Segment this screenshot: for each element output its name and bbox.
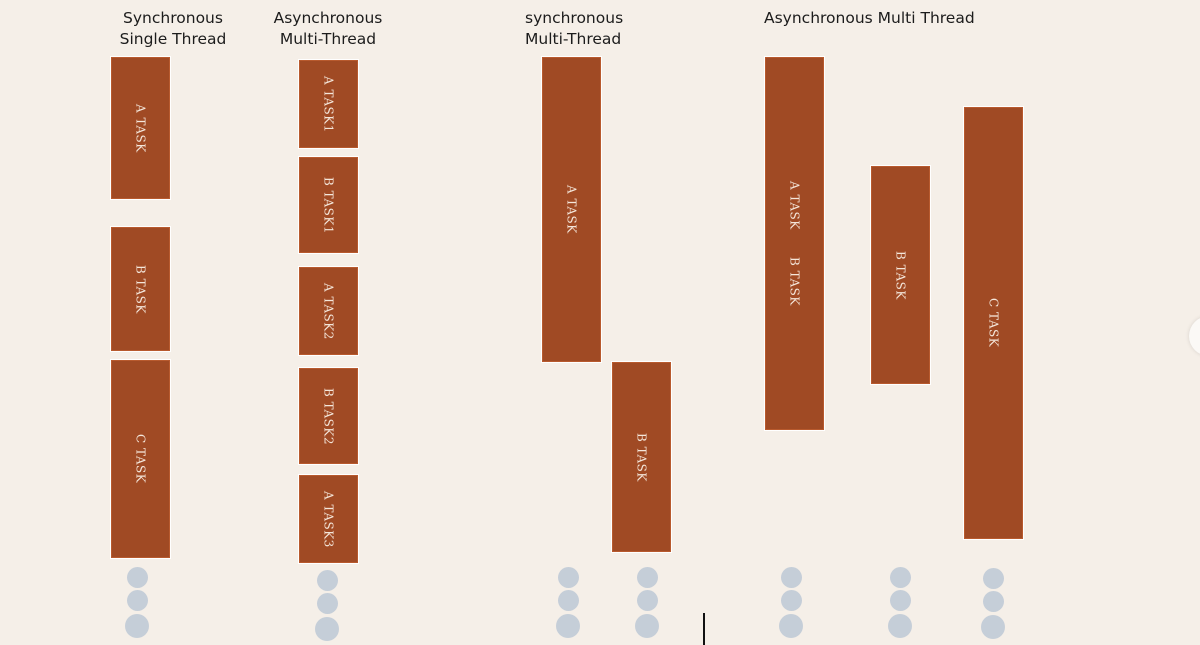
task-block: B TASK	[111, 227, 170, 351]
task-label: A TASK	[564, 185, 579, 234]
task-label: A TASK	[787, 180, 802, 230]
task-block: B TASK1	[299, 157, 358, 253]
task-label: B TASK	[634, 432, 649, 482]
thread-dot-icon	[316, 593, 338, 614]
thread-dot-icon	[982, 591, 1004, 612]
thread-dot-icon	[315, 617, 339, 641]
task-block: C TASK	[964, 107, 1023, 539]
thread-dot-icon	[780, 590, 802, 611]
column-title-async-multi-1: Asynchronous Multi-Thread	[273, 9, 383, 48]
task-label: A TASK2	[321, 282, 336, 340]
task-label: A TASK3	[321, 490, 336, 548]
task-block: B TASK2	[299, 368, 358, 464]
text-cursor	[703, 613, 705, 645]
task-block: C TASK	[111, 360, 170, 558]
task-block: A TASK3	[299, 475, 358, 563]
thread-dot-icon	[557, 590, 579, 611]
thread-dot-icon	[982, 568, 1004, 589]
task-block: A TASK2	[299, 267, 358, 355]
thread-dot-icon	[636, 590, 658, 611]
thread-dot-icon	[636, 567, 658, 588]
thread-dot-icon	[981, 615, 1005, 639]
thread-dot-icon	[125, 614, 149, 638]
thread-dot-icon	[888, 614, 912, 638]
thread-dot-icon	[889, 567, 911, 588]
task-label: B TASK1	[321, 176, 336, 234]
thread-dot-icon	[889, 590, 911, 611]
thread-dot-icon	[635, 614, 659, 638]
column-title-sync-multi: synchronous Multi-Thread	[525, 9, 624, 48]
task-label: B TASK	[787, 257, 802, 307]
task-block: A TASK B TASK	[765, 57, 824, 430]
task-label: C TASK	[986, 298, 1001, 348]
thread-dot-icon	[780, 567, 802, 588]
task-label: A TASK1	[321, 75, 336, 133]
task-block: A TASK	[542, 57, 601, 362]
thread-dot-icon	[556, 614, 580, 638]
column-title-sync-single: Synchronous Single Thread	[119, 9, 227, 48]
task-label: C TASK	[133, 434, 148, 484]
side-scroll-handle[interactable]	[1189, 316, 1200, 356]
task-block: B TASK	[612, 362, 671, 552]
task-label: B TASK	[893, 250, 908, 300]
thread-dot-icon	[779, 614, 803, 638]
thread-dot-icon	[557, 567, 579, 588]
task-block: B TASK	[871, 166, 930, 384]
task-label: B TASK2	[321, 387, 336, 445]
thread-dot-icon	[126, 590, 148, 611]
task-label: A TASK	[133, 103, 148, 153]
thread-dot-icon	[126, 567, 148, 588]
task-block: A TASK	[111, 57, 170, 199]
thread-dot-icon	[316, 570, 338, 591]
task-label: B TASK	[133, 264, 148, 314]
column-title-async-multi-2: Asynchronous Multi Thread	[764, 9, 975, 27]
task-block: A TASK1	[299, 60, 358, 148]
